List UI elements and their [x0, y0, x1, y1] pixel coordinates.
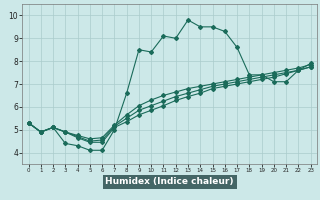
X-axis label: Humidex (Indice chaleur): Humidex (Indice chaleur)	[105, 177, 234, 186]
